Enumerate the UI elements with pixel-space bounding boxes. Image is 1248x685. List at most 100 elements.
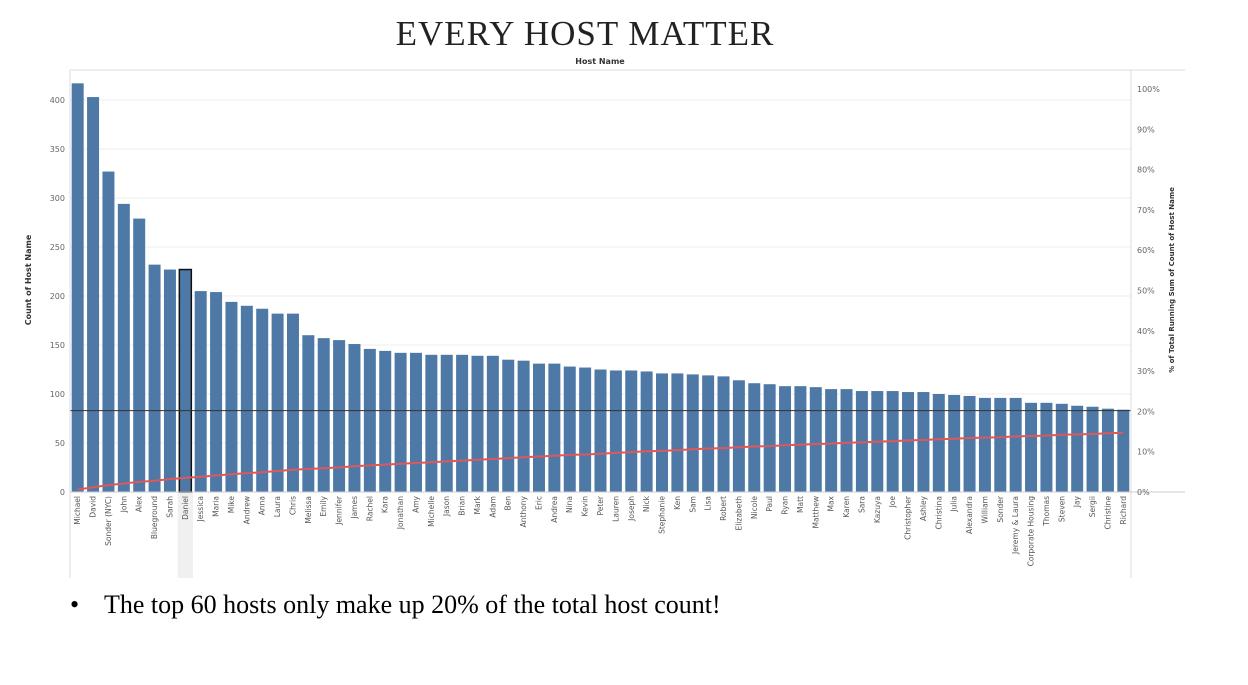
category-label: Nick	[642, 495, 651, 512]
y2-tick-label: 20%	[1137, 407, 1155, 416]
category-label: Jonathan	[396, 496, 405, 530]
category-label: Sergii	[1088, 496, 1097, 517]
bar	[1101, 408, 1114, 492]
category-label: Alexandra	[965, 496, 974, 534]
y-tick-label: 200	[50, 292, 65, 301]
bar	[640, 371, 653, 492]
category-label: Chris	[288, 496, 297, 515]
category-label: Christopher	[904, 495, 913, 540]
category-label: Alex	[135, 495, 144, 512]
bar	[71, 83, 84, 492]
bar	[1117, 409, 1130, 492]
bar	[609, 370, 622, 492]
category-label: Paul	[765, 496, 774, 512]
bar	[456, 354, 469, 492]
category-label: Jessica	[196, 496, 205, 522]
category-label: Corporate Housing	[1027, 496, 1036, 567]
y2-tick-label: 90%	[1137, 125, 1155, 134]
bar	[594, 369, 607, 492]
y2-tick-label: 100%	[1137, 85, 1160, 94]
category-label: Jason	[442, 496, 451, 517]
bar	[394, 352, 407, 492]
bar	[978, 397, 991, 492]
y2-tick-label: 40%	[1137, 327, 1155, 336]
category-label: Lauren	[611, 496, 620, 522]
highlight-band-label	[177, 492, 194, 578]
category-label: Melissa	[304, 496, 313, 524]
bar	[748, 383, 761, 492]
category-label: Laura	[273, 496, 282, 517]
bar	[1009, 397, 1022, 492]
bar	[133, 218, 146, 492]
category-label: Mike	[227, 496, 236, 514]
bar	[656, 373, 669, 492]
category-label: Sarah	[165, 496, 174, 518]
category-label: William	[980, 496, 989, 524]
category-label: Adam	[488, 496, 497, 518]
highlight-band	[177, 492, 194, 578]
bar	[579, 367, 592, 492]
bar	[409, 352, 422, 492]
y-tick-label: 350	[50, 145, 65, 154]
category-label: Joe	[888, 496, 897, 509]
category-label: Joseph	[627, 496, 636, 522]
bar	[702, 375, 715, 492]
bar	[948, 394, 961, 492]
bar	[379, 350, 392, 492]
bar	[809, 387, 822, 492]
bar	[732, 380, 745, 492]
bar	[178, 268, 193, 493]
y-axis-label: Count of Host Name	[24, 234, 33, 325]
bar	[302, 335, 315, 492]
bar	[425, 354, 438, 492]
bar	[87, 97, 100, 492]
category-label: Karen	[842, 496, 851, 518]
category-label: Nina	[565, 496, 574, 513]
y2-tick-label: 0%	[1137, 488, 1150, 497]
category-label: Amy	[411, 495, 420, 512]
bar	[517, 360, 530, 492]
bar	[763, 384, 776, 492]
category-label: Maria	[212, 496, 221, 517]
category-label: Christina	[934, 496, 943, 529]
summary-bullet: • The top 60 hosts only make up 20% of th…	[70, 590, 1170, 620]
bar	[1071, 405, 1084, 492]
y-tick-label: 150	[50, 341, 65, 350]
category-label: Julia	[950, 496, 959, 513]
category-label: Matthew	[811, 496, 820, 528]
bar	[625, 370, 638, 492]
category-label: Thomas	[1042, 496, 1051, 527]
bar	[256, 308, 269, 492]
running-sum-line	[70, 410, 1131, 491]
bar	[548, 363, 561, 492]
bar	[917, 392, 930, 492]
category-label: Sara	[857, 496, 866, 513]
bar	[994, 397, 1007, 492]
bar	[163, 269, 176, 492]
category-label: Max	[827, 495, 836, 511]
bar	[317, 338, 330, 492]
category-label: Matt	[796, 496, 805, 513]
y-tick-label: 50	[55, 439, 65, 448]
category-label: Jeremy & Laura	[1011, 496, 1020, 555]
y2-tick-label: 80%	[1137, 166, 1155, 175]
y-tick-label: 400	[50, 96, 65, 105]
bar	[902, 392, 915, 492]
bar	[686, 374, 699, 492]
category-label: Michelle	[427, 496, 436, 527]
category-label: James	[350, 496, 359, 520]
bar	[794, 386, 807, 492]
category-label: Kara	[381, 496, 390, 513]
bar	[840, 389, 853, 492]
y-tick-label: 300	[50, 194, 65, 203]
y2-tick-label: 60%	[1137, 246, 1155, 255]
category-label: Nicole	[750, 496, 759, 519]
category-label: Daniel	[181, 496, 190, 520]
category-label: Jay	[1073, 495, 1082, 508]
bar	[363, 348, 376, 492]
category-label: Michael	[73, 496, 82, 525]
bar	[348, 344, 361, 492]
axes: 0 50 100 150 200 250 300 350 400 0% 10% 20% 30% 40% 50…	[50, 69, 1185, 578]
running-sum-series	[77, 431, 1124, 491]
bar-chart: Host Name Count of Host Name % of Total …	[24, 57, 1185, 578]
